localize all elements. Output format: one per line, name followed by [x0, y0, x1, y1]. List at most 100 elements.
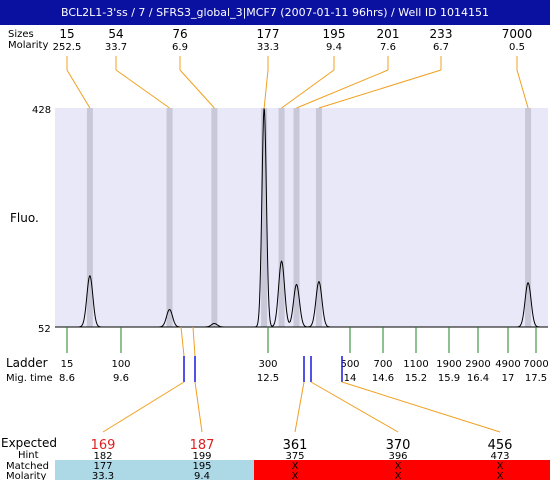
peak-size: 177: [257, 27, 280, 41]
peak-molarity: 9.4: [326, 42, 342, 53]
peak-size: 76: [172, 27, 187, 41]
expected-label: Expected: [1, 436, 57, 450]
ladder-size: 100: [111, 359, 130, 370]
peak-leader: [263, 69, 269, 109]
expected-leader: [194, 381, 203, 433]
expected-leader: [310, 381, 399, 433]
plot-area: [55, 108, 548, 327]
matched-value: X: [395, 461, 402, 472]
peak-band: [525, 108, 532, 327]
ladder-label: Ladder: [6, 356, 48, 370]
matched-value: 195: [192, 461, 211, 472]
peak-leader-lines: [66, 56, 529, 109]
ladder-size: 1100: [403, 359, 428, 370]
matched-value: X: [497, 461, 504, 472]
y-max-label: 428: [32, 105, 51, 116]
peak-size: 233: [430, 27, 453, 41]
matched-row-background: [55, 460, 254, 480]
ladder-mig-time: 14.6: [372, 373, 394, 384]
hint-value: 182: [93, 451, 112, 462]
ladder-size: 700: [373, 359, 392, 370]
peak-band: [261, 108, 268, 327]
peak-leader: [179, 69, 215, 109]
molarity-row-label: Molarity: [6, 471, 46, 480]
y-min-label: 52: [38, 324, 51, 335]
peak-molarity: 0.5: [509, 42, 525, 53]
peak-size: 15: [59, 27, 74, 41]
expected-size: 370: [386, 438, 411, 453]
expected-size: 187: [190, 438, 215, 453]
peak-molarity-label: Molarity: [8, 40, 48, 51]
matched-label: Matched: [6, 461, 49, 472]
peak-size: 201: [377, 27, 400, 41]
peak-molarity: 252.5: [53, 42, 82, 53]
ladder-mig-time: 17: [502, 373, 515, 384]
expected-size: 456: [488, 438, 513, 453]
peak-band: [86, 108, 93, 327]
peak-band: [211, 108, 218, 327]
window-title: BCL2L1-3'ss / 7 / SFRS3_global_3|MCF7 (2…: [0, 0, 550, 25]
peak-band: [293, 108, 300, 327]
expected-leader: [341, 381, 501, 433]
peak-sizes-label: Sizes: [8, 29, 34, 40]
hint-value: 199: [192, 451, 211, 462]
peak-size: 7000: [502, 27, 533, 41]
peak-leader: [281, 69, 335, 109]
ladder-size: 1900: [436, 359, 461, 370]
ladder-size: 300: [258, 359, 277, 370]
ladder-mig-time: 16.4: [467, 373, 489, 384]
peak-band: [278, 108, 285, 327]
peak-leader: [296, 69, 389, 109]
ladder-mig-time: 15.2: [405, 373, 427, 384]
matched-peak-leader: [192, 326, 196, 357]
ladder-size: 4900: [495, 359, 520, 370]
hint-label: Hint: [18, 450, 39, 461]
matched-value: X: [292, 461, 299, 472]
ladder-size: 7000: [523, 359, 548, 370]
expected-size: 361: [283, 438, 308, 453]
peak-leader: [516, 69, 529, 109]
peak-molarity: 6.7: [433, 42, 449, 53]
expected-size: 169: [91, 438, 116, 453]
expected-leader: [102, 381, 185, 433]
peak-band: [315, 108, 322, 327]
molarity-value: 9.4: [194, 471, 210, 480]
peak-size: 195: [323, 27, 346, 41]
ladder-mig-time: 17.5: [525, 373, 547, 384]
fluo-label: Fluo.: [10, 211, 39, 225]
matched-peak-leader: [180, 326, 185, 357]
peak-band: [166, 108, 173, 327]
peak-leader: [318, 69, 442, 109]
peak-leader: [115, 69, 170, 109]
peak-bands: [86, 108, 532, 327]
hint-value: 396: [388, 451, 407, 462]
molarity-value: 33.3: [92, 471, 114, 480]
matched-value: 177: [93, 461, 112, 472]
peak-size: 54: [108, 27, 123, 41]
peak-molarity: 7.6: [380, 42, 396, 53]
peak-leader: [66, 69, 91, 109]
ladder-size: 15: [61, 359, 74, 370]
peak-molarity: 33.3: [257, 42, 279, 53]
expected-leader: [294, 381, 305, 433]
molarity-value: X: [292, 471, 299, 480]
ladder-size: 500: [340, 359, 359, 370]
ladder-mig-time: 15.9: [438, 373, 460, 384]
hint-value: 473: [490, 451, 509, 462]
molarity-value: X: [497, 471, 504, 480]
molarity-value: X: [395, 471, 402, 480]
peak-molarity: 33.7: [105, 42, 127, 53]
expected-table: 16918217733.31871991959.4361375XX370396X…: [91, 438, 513, 480]
unmatched-row-background: [254, 460, 550, 480]
ladder-mig-time: 14: [344, 373, 357, 384]
ladder-mig-time: 8.6: [59, 373, 75, 384]
ladder-mig-time: 9.6: [113, 373, 129, 384]
mig-time-label: Mig. time: [6, 373, 53, 384]
ladder-mig-time: 12.5: [257, 373, 279, 384]
hint-value: 375: [285, 451, 304, 462]
expected-markers: [102, 326, 501, 433]
ladder-group: 15 8.6 100 9.6 300 12.5 500 14 700 14.6 1100 15.2 19…: [59, 327, 549, 384]
ladder-size: 2900: [465, 359, 490, 370]
